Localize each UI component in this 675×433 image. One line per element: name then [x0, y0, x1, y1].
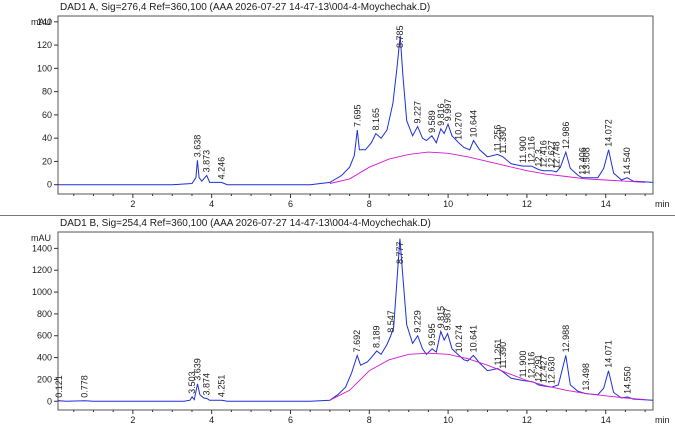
c1-x-tick-label-6: 14	[601, 415, 611, 425]
c0-y-axis-label: mAU	[31, 17, 51, 27]
c1-peak-label-24: 13.498	[581, 363, 591, 391]
c1-peak-label-13: 9.987	[443, 308, 453, 331]
c1-y-tick-label-6: 1200	[32, 265, 52, 275]
c1-y-tick-label-4: 800	[37, 309, 52, 319]
c1-y-tick-label-0: 0	[47, 396, 52, 406]
c0-y-tick-label-1: 20	[42, 156, 52, 166]
c0-peak-label-8: 9.816	[436, 103, 446, 126]
c1-peak-label-12: 9.815	[436, 306, 446, 329]
c1-y-tick-label-2: 400	[37, 353, 52, 363]
c1-peak-label-4: 3.874	[202, 373, 212, 396]
c0-peak-label-24: 14.540	[622, 147, 632, 175]
c1-series-0-line	[57, 238, 654, 402]
c0-x-tick-label-2: 6	[288, 199, 293, 209]
c0-peak-label-15: 12.116	[526, 136, 536, 163]
c1-series-1-line	[329, 352, 646, 401]
c0-peak-label-2: 4.246	[216, 157, 226, 180]
c1-x-tick-label-1: 4	[209, 415, 214, 425]
c0-x-axis-label: min	[655, 199, 670, 209]
c1-peak-label-10: 9.229	[413, 310, 423, 333]
c0-plot-frame	[57, 15, 654, 195]
c0-y-tick-label-3: 60	[42, 110, 52, 120]
c0-peak-label-7: 9.589	[427, 110, 437, 133]
c1-peak-label-11: 9.595	[427, 323, 437, 346]
c1-peak-label-19: 12.116	[526, 352, 536, 379]
c1-peak-label-8: 8.547	[386, 310, 396, 333]
c0-peak-label-6: 9.227	[413, 101, 423, 124]
c0-peak-label-11: 10.644	[468, 110, 478, 138]
chromatogram-b-plot: 0 200 400 600 800 1000 1200 1400 2 4 6 8 10 12 14 mAU mi…	[31, 231, 670, 425]
c1-peak-label-15: 10.641	[468, 325, 478, 353]
c0-peak-label-23: 14.072	[604, 119, 614, 147]
c1-x-axis-label: min	[655, 415, 670, 425]
c0-peak-label-21: 13.406	[577, 147, 587, 175]
c1-y-axis-label: mAU	[31, 233, 51, 243]
c1-x-tick-label-4: 10	[443, 415, 453, 425]
c0-y-tick-label-5: 100	[37, 63, 52, 73]
c1-x-tick-label-3: 8	[367, 415, 372, 425]
c1-peak-label-6: 7.692	[352, 330, 362, 353]
c0-y-tick-label-6: 120	[37, 40, 52, 50]
c1-x-tick-label-5: 12	[522, 415, 532, 425]
c0-x-tick-label-6: 14	[601, 199, 611, 209]
c1-peak-label-21: 12.427	[539, 355, 549, 383]
c1-y-tick-label-7: 1400	[32, 243, 52, 253]
c1-peak-label-26: 14.550	[622, 366, 632, 394]
c0-peak-label-20: 12.986	[561, 122, 571, 150]
c1-peak-label-3: 3.639	[192, 358, 202, 381]
c0-x-tick-label-5: 12	[522, 199, 532, 209]
c0-peak-label-12: 11.256	[493, 125, 503, 152]
c1-plot-frame	[57, 231, 654, 411]
c1-peak-label-0: 0.121	[54, 375, 64, 398]
c1-y-tick-label-1: 200	[37, 374, 52, 384]
c1-peak-label-22: 12.630	[547, 357, 557, 385]
c0-peak-label-5: 8.785	[395, 25, 405, 48]
c0-y-tick-label-2: 40	[42, 133, 52, 143]
c0-series-0-line	[58, 35, 654, 186]
c0-x-tick-label-1: 4	[209, 199, 214, 209]
c0-x-tick-label-4: 10	[443, 199, 453, 209]
c1-peak-label-5: 4.251	[217, 375, 227, 398]
c0-y-tick-label-0: 0	[47, 180, 52, 190]
c1-peak-label-9: 8.777	[395, 241, 405, 264]
c1-peak-label-14: 10.274	[454, 325, 464, 353]
chromatogram-panel-b: DAD1 B, Sig=254,4 Ref=360,100 (AAA 2026-…	[0, 216, 675, 433]
c0-peak-label-4: 8.165	[371, 108, 381, 131]
c0-y-tick-label-4: 80	[42, 87, 52, 97]
c1-peak-label-2: 3.503	[187, 371, 197, 394]
panel-a-title: DAD1 A, Sig=276,4 Ref=360,100 (AAA 2026-…	[60, 2, 431, 13]
panel-divider	[0, 215, 675, 216]
c0-peak-label-13: 11.390	[498, 127, 508, 154]
c1-y-tick-label-3: 600	[37, 331, 52, 341]
c1-peak-label-17: 11.390	[498, 342, 508, 369]
c1-x-tick-label-2: 6	[288, 415, 293, 425]
c0-y-tick-label-7: 140	[37, 17, 52, 27]
c1-peak-label-20: 12.291	[533, 354, 543, 382]
c0-series-1-line	[329, 151, 646, 184]
c0-peak-label-0: 3.638	[192, 135, 202, 158]
c0-peak-label-19: 12.748	[551, 141, 561, 169]
c0-x-tick-label-3: 8	[367, 199, 372, 209]
c0-x-tick-label-0: 2	[130, 199, 135, 209]
c1-peak-label-7: 8.189	[372, 325, 382, 348]
c0-peak-label-10: 10.270	[454, 112, 464, 140]
c0-peak-label-3: 7.695	[352, 104, 362, 127]
c1-x-tick-label-0: 2	[130, 415, 135, 425]
c0-peak-label-18: 12.627	[547, 140, 557, 168]
c0-peak-label-22: 13.508	[581, 147, 591, 175]
c0-peak-label-16: 12.3	[534, 149, 544, 167]
c1-peak-label-18: 11.900	[518, 351, 528, 378]
c1-peak-label-25: 14.071	[604, 340, 614, 368]
c0-peak-label-17: 12.416	[538, 140, 548, 168]
c1-peak-label-16: 11.261	[493, 339, 503, 366]
chromatogram-a-plot: 0 20 40 60 80 100 120 140 2 4 6 8 10 12 14 mAU min 3.6383…	[31, 15, 670, 209]
chromatogram-panel-a: DAD1 A, Sig=276,4 Ref=360,100 (AAA 2026-…	[0, 0, 675, 215]
panel-b-title: DAD1 B, Sig=254,4 Ref=360,100 (AAA 2026-…	[60, 218, 431, 229]
c0-peak-label-9: 9.997	[443, 99, 453, 122]
c0-peak-label-14: 11.900	[518, 136, 528, 163]
c0-peak-label-1: 3.873	[202, 150, 212, 173]
c1-peak-label-23: 12.988	[561, 325, 571, 353]
c1-peak-label-1: 0.778	[80, 375, 90, 398]
c1-y-tick-label-5: 1000	[32, 287, 52, 297]
